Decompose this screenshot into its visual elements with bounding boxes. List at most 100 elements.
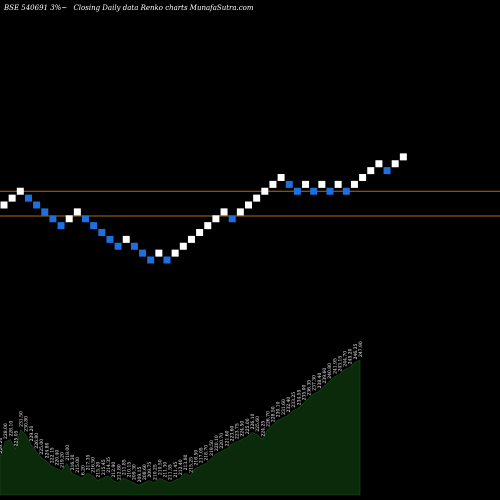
volume-label: 225.00 [245, 418, 251, 434]
volume-label: 224.25 [260, 421, 266, 437]
renko-brick-up [302, 180, 310, 188]
volume-label: 218.70 [204, 445, 210, 461]
volume-label: 219.20 [60, 452, 66, 468]
renko-brick-up [220, 208, 228, 216]
renko-brick-up [334, 180, 342, 188]
volume-label: 228.00 [3, 423, 9, 439]
volume-label: 247.90 [358, 341, 364, 357]
volume-label: 239.60 [322, 368, 328, 384]
volume-label: 223.75 [235, 423, 241, 439]
volume-area [0, 359, 361, 496]
renko-brick-down [342, 187, 350, 195]
volume-label: 217.35 [85, 454, 91, 470]
volume-label: 215.00 [75, 457, 81, 473]
volume-label: 215.25 [188, 457, 194, 473]
volume-label: 238.40 [317, 372, 323, 388]
renko-brick-down [24, 194, 32, 202]
renko-brick-down [49, 215, 57, 223]
volume-label: 245.20 [348, 348, 354, 364]
renko-brick-down [33, 201, 41, 209]
volume-label: 228.10 [8, 421, 14, 437]
volume-label: 216.50 [91, 457, 97, 473]
volume-label: 213.80 [183, 454, 189, 470]
renko-brick-up [65, 215, 73, 223]
renko-brick-up [399, 153, 407, 161]
renko-brick-down [98, 229, 106, 236]
volume-label: 234.55 [296, 389, 302, 405]
volume-label: 226.20 [0, 438, 4, 454]
renko-brick-up [269, 180, 277, 188]
renko-brick-up [196, 229, 204, 236]
volume-label: 210.15 [127, 462, 133, 478]
volume-label: 211.55 [168, 464, 174, 480]
renko-brick-up [187, 235, 195, 243]
renko-brick-up [73, 208, 81, 216]
volume-label: 237.30 [312, 375, 318, 391]
volume-label: 209.15 [137, 466, 143, 482]
volume-label: 226.80 [34, 433, 40, 449]
renko-brick-down [147, 256, 155, 264]
renko-brick-up [204, 222, 212, 230]
renko-brick-up [245, 201, 252, 209]
renko-bricks [0, 153, 407, 264]
renko-brick-down [130, 242, 138, 250]
volume-label: 209.30 [132, 464, 138, 480]
renko-brick-up [359, 174, 367, 181]
volume-label: 216.50 [193, 450, 199, 466]
renko-brick-down [293, 187, 301, 195]
renko-brick-down [228, 215, 236, 223]
renko-brick-down [41, 208, 49, 216]
volume-label: 223.60 [229, 425, 235, 441]
volume-label: 241.95 [332, 358, 338, 374]
renko-brick-up [155, 249, 163, 257]
volume-label: 212.80 [116, 464, 122, 480]
renko-brick-up [375, 160, 383, 168]
volume-label: 220.10 [214, 435, 220, 451]
volume-label: 212.90 [111, 462, 117, 478]
renko-brick-up [0, 201, 8, 209]
volume-label: 231.60 [281, 399, 287, 415]
renko-brick-up [122, 235, 130, 243]
volume-label: 209.75 [147, 462, 153, 478]
volume-label: 229.20 [29, 425, 35, 441]
volume-label: 225.60 [255, 416, 261, 432]
volume-label: 231.50 [19, 411, 25, 427]
volume-label: 243.15 [337, 356, 343, 372]
volume-label: 215.20 [96, 462, 102, 478]
renko-brick-down [82, 215, 89, 223]
volume-label: 219.50 [209, 440, 215, 456]
ticker-label: BSE 540691 3%~ [4, 4, 68, 12]
renko-brick-down [90, 222, 98, 230]
volume-label: 230.10 [276, 401, 282, 417]
renko-brick-down [285, 180, 293, 188]
volume-label: 236.35 [307, 380, 313, 396]
renko-brick-up [212, 215, 220, 223]
renko-brick-up [16, 187, 24, 195]
renko-brick-up [367, 167, 375, 175]
chart-header: BSE 540691 3%~ Closing Daily data Renko … [4, 4, 258, 12]
renko-brick-down [163, 256, 171, 264]
volume-label: 6.20 [80, 465, 86, 475]
volume-label: 212.40 [178, 459, 184, 475]
renko-brick-down [326, 187, 334, 195]
volume-label: 226.70 [265, 411, 271, 427]
volume-label: 222.15 [49, 447, 55, 463]
volume-label: 225.05 [13, 430, 19, 446]
renko-brick-up [350, 180, 358, 188]
chart-title: Closing Daily data Renko charts MunafaSu… [73, 4, 254, 12]
volume-label: 220.40 [55, 450, 61, 466]
volume-label: 226.10 [250, 413, 256, 429]
volume-label: 220.70 [219, 433, 225, 449]
renko-brick-down [310, 187, 318, 195]
volume-label: 211.30 [163, 462, 169, 478]
renko-brick-up [8, 194, 16, 202]
renko-brick-down [57, 222, 65, 230]
volume-label: 218.00 [65, 445, 71, 461]
renko-brick-up [171, 249, 179, 257]
renko-brick-up [236, 208, 244, 216]
volume-label: 246.35 [353, 344, 359, 360]
volume-label: 244.70 [343, 351, 349, 367]
renko-brick-up [277, 174, 285, 181]
volume-label: 224.50 [240, 421, 246, 437]
